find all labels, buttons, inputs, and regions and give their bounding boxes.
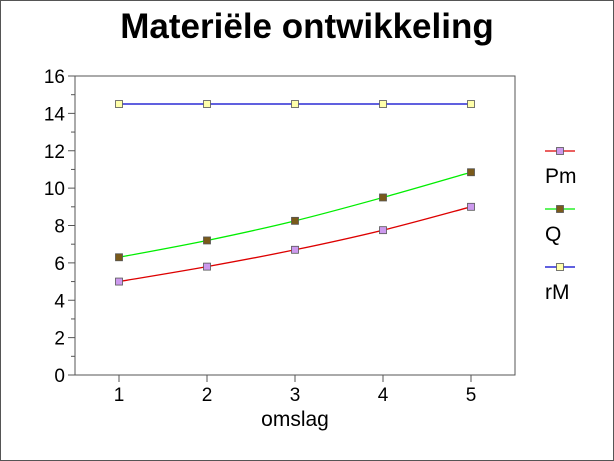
data-point-pm [291,245,299,254]
x-tick-label: 2 [202,385,213,406]
data-point-rm [203,100,211,108]
legend-marker-rm [556,263,564,271]
data-point-rm [115,100,123,108]
data-point-rm [467,100,475,108]
y-tick-label: 16 [44,67,65,88]
legend-marker-q [556,205,564,213]
plot-area [74,75,516,376]
legend: Pm QrM [545,147,577,304]
legend-label-q: Q [545,223,561,246]
data-point-pm [115,277,123,286]
legend-label-rm: rM [545,281,570,304]
data-point-q [203,236,211,245]
x-tick-label: 5 [466,385,477,406]
x-tick-label: 3 [290,385,301,406]
y-tick-label: 8 [54,217,65,238]
x-tick-label: 1 [114,385,125,406]
y-tick-label: 10 [44,179,65,200]
data-point-rm [291,100,299,108]
x-axis-title: omslag [261,408,329,431]
series-layer [115,100,475,286]
legend-marker-pm [556,147,564,155]
data-point-q [291,216,299,225]
data-point-q [467,168,475,177]
data-point-pm [203,262,211,271]
y-tick-label: 12 [44,142,65,163]
y-tick-label: 4 [54,291,65,312]
x-tick-label: 4 [378,385,389,406]
data-point-pm [379,226,387,235]
chart-title: Materiële ontwikkeling [120,7,494,46]
y-tick-label: 0 [54,366,65,387]
data-point-q [115,253,123,262]
data-point-pm [467,202,475,211]
y-tick-label: 14 [44,104,66,125]
y-tick-label: 6 [54,254,65,275]
data-point-rm [379,100,387,108]
series-line-q [118,171,472,258]
legend-label-pm: Pm [545,165,577,188]
data-point-q [379,193,387,202]
y-tick-label: 2 [54,329,65,350]
